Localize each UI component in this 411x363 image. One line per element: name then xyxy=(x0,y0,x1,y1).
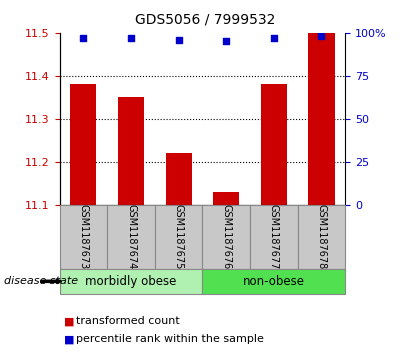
Text: GSM1187675: GSM1187675 xyxy=(173,204,184,270)
Bar xyxy=(155,205,202,269)
Bar xyxy=(213,192,239,205)
Point xyxy=(80,35,87,41)
Text: ■: ■ xyxy=(64,316,74,326)
Bar xyxy=(298,205,345,269)
Bar xyxy=(70,84,97,205)
Point xyxy=(175,37,182,42)
Bar xyxy=(60,205,107,269)
Bar xyxy=(202,205,250,269)
Text: GSM1187674: GSM1187674 xyxy=(126,204,136,269)
Point xyxy=(270,35,277,41)
Point xyxy=(318,33,325,39)
Bar xyxy=(308,33,335,205)
Bar xyxy=(202,269,345,294)
Bar xyxy=(166,153,192,205)
Text: GSM1187678: GSM1187678 xyxy=(316,204,326,269)
Text: GSM1187676: GSM1187676 xyxy=(221,204,231,269)
Bar xyxy=(261,84,287,205)
Text: morbidly obese: morbidly obese xyxy=(85,275,177,288)
Text: transformed count: transformed count xyxy=(76,316,180,326)
Text: GSM1187673: GSM1187673 xyxy=(79,204,88,269)
Text: GSM1187677: GSM1187677 xyxy=(269,204,279,270)
Text: ■: ■ xyxy=(64,334,74,344)
Text: disease state: disease state xyxy=(4,276,78,286)
Text: non-obese: non-obese xyxy=(243,275,305,288)
Point xyxy=(128,35,134,41)
Bar xyxy=(107,205,155,269)
Bar xyxy=(118,97,144,205)
Text: percentile rank within the sample: percentile rank within the sample xyxy=(76,334,264,344)
Bar xyxy=(250,205,298,269)
Bar xyxy=(60,269,202,294)
Text: GDS5056 / 7999532: GDS5056 / 7999532 xyxy=(135,13,276,27)
Point xyxy=(223,38,229,44)
